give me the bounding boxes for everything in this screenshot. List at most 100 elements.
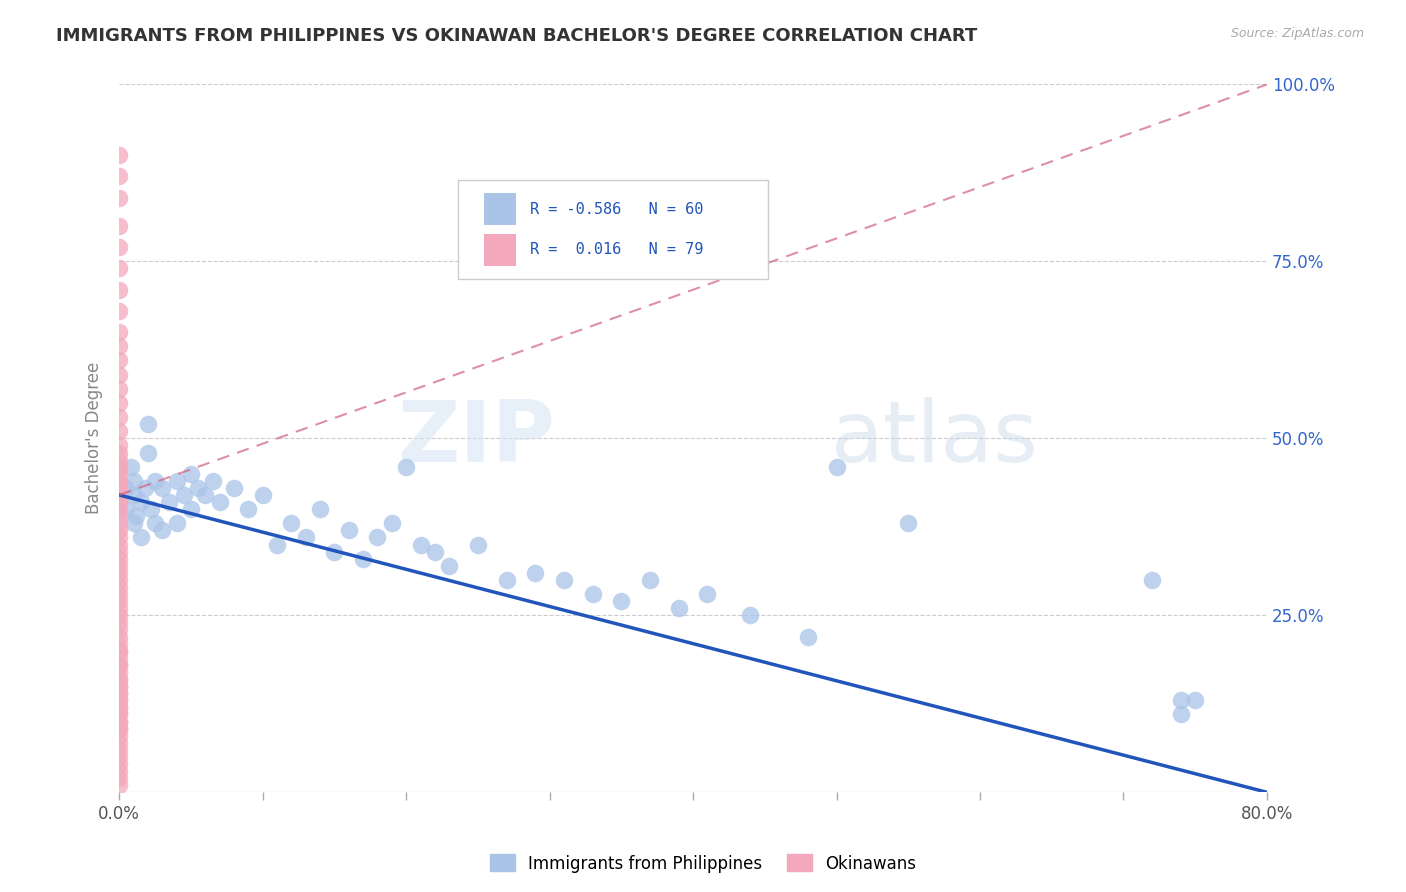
Point [108, 531, 131, 545]
Point [108, 657, 131, 672]
Point [108, 700, 131, 714]
Point [108, 148, 131, 162]
Point [108, 438, 131, 452]
Point [797, 630, 820, 644]
Point [136, 417, 159, 432]
Point [108, 325, 131, 339]
Point [108, 509, 131, 524]
Point [108, 693, 131, 707]
Point [553, 573, 575, 587]
Point [120, 459, 142, 474]
Point [108, 474, 131, 488]
Point [108, 644, 131, 658]
Point [201, 474, 224, 488]
Point [139, 502, 162, 516]
Point [352, 551, 374, 566]
Point [423, 544, 446, 558]
Point [108, 657, 131, 672]
Point [108, 410, 131, 425]
Point [825, 459, 848, 474]
Point [108, 481, 131, 495]
Point [108, 368, 131, 382]
Point [159, 495, 181, 509]
Point [115, 502, 138, 516]
Point [108, 339, 131, 353]
Point [136, 445, 159, 459]
Point [108, 573, 131, 587]
Point [437, 558, 460, 573]
Point [180, 502, 202, 516]
Text: R =  0.016   N = 79: R = 0.016 N = 79 [530, 243, 703, 257]
Point [108, 495, 131, 509]
Point [108, 452, 131, 467]
Text: R = -0.586   N = 60: R = -0.586 N = 60 [530, 202, 703, 217]
Point [108, 736, 131, 750]
Point [108, 481, 131, 495]
Point [129, 495, 152, 509]
Point [108, 764, 131, 778]
Point [1170, 693, 1192, 707]
Point [108, 459, 131, 474]
Y-axis label: Bachelor's Degree: Bachelor's Degree [86, 362, 103, 515]
Point [108, 601, 131, 615]
Point [173, 488, 195, 502]
Point [108, 488, 131, 502]
Point [194, 488, 217, 502]
Text: atlas: atlas [831, 397, 1039, 480]
Text: Source: ZipAtlas.com: Source: ZipAtlas.com [1230, 27, 1364, 40]
Point [108, 672, 131, 686]
Point [108, 714, 131, 729]
Point [366, 531, 388, 545]
FancyBboxPatch shape [484, 194, 516, 226]
Point [208, 495, 231, 509]
Point [108, 382, 131, 396]
Point [108, 637, 131, 651]
Point [108, 544, 131, 558]
Point [638, 573, 661, 587]
Point [150, 481, 173, 495]
Point [108, 650, 131, 665]
Point [108, 644, 131, 658]
Point [108, 686, 131, 700]
Point [467, 537, 489, 551]
Point [166, 474, 188, 488]
FancyBboxPatch shape [484, 234, 516, 266]
Point [108, 502, 131, 516]
Point [108, 551, 131, 566]
Point [108, 191, 131, 205]
Point [108, 459, 131, 474]
Point [582, 587, 605, 601]
Point [108, 608, 131, 623]
Point [1140, 573, 1163, 587]
Point [108, 778, 131, 792]
Point [108, 707, 131, 722]
Point [122, 516, 145, 531]
Point [108, 615, 131, 630]
Point [740, 608, 762, 623]
Point [108, 672, 131, 686]
Point [115, 481, 138, 495]
Text: IMMIGRANTS FROM PHILIPPINES VS OKINAWAN BACHELOR'S DEGREE CORRELATION CHART: IMMIGRANTS FROM PHILIPPINES VS OKINAWAN … [56, 27, 977, 45]
Point [108, 283, 131, 297]
Point [108, 700, 131, 714]
FancyBboxPatch shape [458, 180, 768, 279]
Point [108, 743, 131, 757]
Point [108, 467, 131, 481]
Point [323, 544, 346, 558]
Point [108, 524, 131, 538]
Point [108, 750, 131, 764]
Point [1184, 693, 1206, 707]
Point [187, 481, 209, 495]
Point [108, 587, 131, 601]
Point [108, 679, 131, 693]
Point [266, 537, 288, 551]
Point [108, 558, 131, 573]
Point [108, 261, 131, 276]
Point [108, 474, 131, 488]
Point [108, 445, 131, 459]
Point [309, 502, 332, 516]
Text: ZIP: ZIP [398, 397, 555, 480]
Point [409, 537, 432, 551]
Point [108, 594, 131, 608]
Point [108, 304, 131, 318]
